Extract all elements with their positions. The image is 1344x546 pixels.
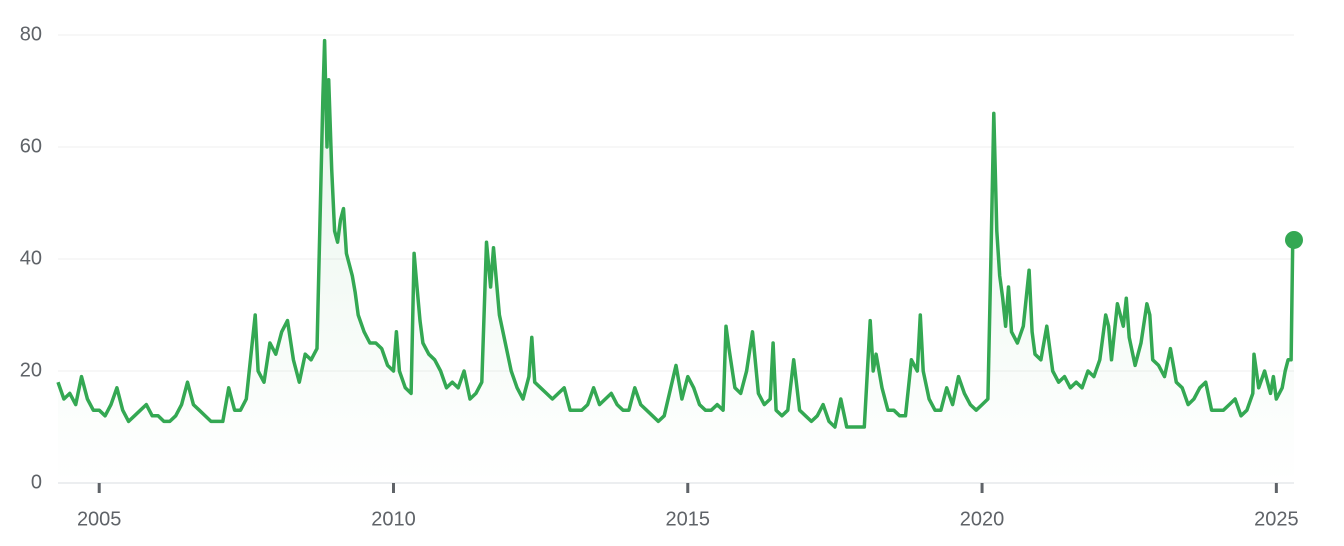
x-tick-label: 2015 [666,508,711,530]
y-tick-label: 20 [20,359,42,381]
y-tick-label: 40 [20,247,42,269]
line [56,38,1296,429]
x-tick-label: 2010 [371,508,416,530]
y-tick-label: 0 [31,471,42,493]
x-tick-label: 2025 [1254,508,1299,530]
end-point [1285,230,1303,249]
area [58,40,1294,483]
x-tick-label: 2005 [77,508,122,530]
y-tick-label: 60 [20,135,42,157]
y-tick-label: 80 [20,23,42,45]
x-tick-label: 2020 [960,508,1005,530]
